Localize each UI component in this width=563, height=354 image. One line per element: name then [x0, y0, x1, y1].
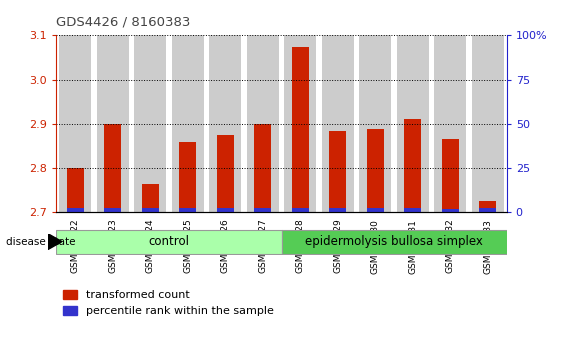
Text: control: control — [149, 235, 189, 247]
Bar — [97, 35, 128, 212]
Bar — [367, 208, 384, 212]
Bar — [66, 208, 83, 212]
FancyBboxPatch shape — [56, 230, 282, 253]
Bar — [292, 47, 309, 212]
Text: GDS4426 / 8160383: GDS4426 / 8160383 — [56, 15, 191, 28]
Bar — [104, 208, 121, 212]
Bar — [442, 209, 459, 212]
Bar — [329, 131, 346, 212]
Bar — [404, 120, 421, 212]
Bar — [442, 139, 459, 212]
Bar — [179, 142, 196, 212]
Bar — [472, 35, 504, 212]
Bar — [179, 208, 196, 212]
Bar — [359, 35, 391, 212]
Bar — [329, 208, 346, 212]
Bar — [134, 35, 166, 212]
Bar — [142, 208, 159, 212]
Text: disease state: disease state — [6, 238, 75, 247]
FancyBboxPatch shape — [282, 230, 507, 253]
Bar — [217, 208, 234, 212]
Bar — [217, 135, 234, 212]
Legend: transformed count, percentile rank within the sample: transformed count, percentile rank withi… — [59, 285, 278, 321]
Bar — [322, 35, 354, 212]
Bar — [209, 35, 241, 212]
Bar — [247, 35, 279, 212]
Bar — [254, 124, 271, 212]
Bar — [397, 35, 429, 212]
Bar — [59, 35, 91, 212]
Polygon shape — [48, 234, 62, 250]
Bar — [172, 35, 204, 212]
Bar — [367, 129, 384, 212]
Bar — [284, 35, 316, 212]
Bar — [435, 35, 466, 212]
Bar — [104, 124, 121, 212]
Text: epidermolysis bullosa simplex: epidermolysis bullosa simplex — [305, 235, 483, 247]
Bar — [404, 208, 421, 212]
Bar — [480, 201, 497, 212]
Bar — [292, 208, 309, 212]
Bar — [254, 208, 271, 212]
Bar — [480, 208, 497, 212]
Bar — [142, 184, 159, 212]
Bar — [66, 168, 83, 212]
